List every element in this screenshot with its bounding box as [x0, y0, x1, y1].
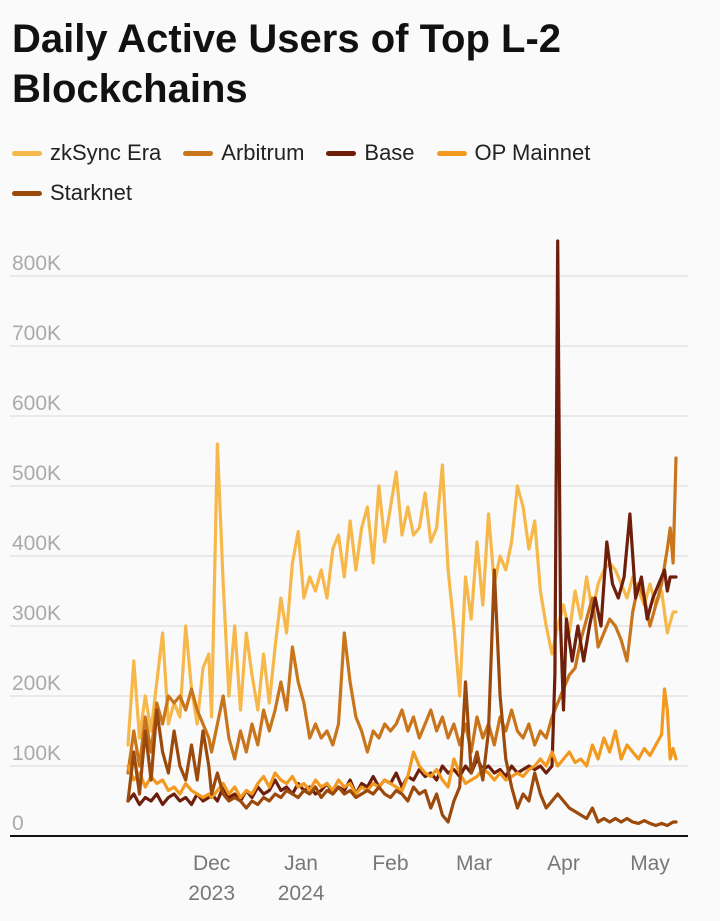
y-tick-label: 500K	[12, 462, 61, 485]
y-tick-label: 200K	[12, 672, 61, 695]
y-tick-label: 300K	[12, 602, 61, 625]
legend-swatch	[326, 150, 357, 156]
legend-label: OP Mainnet	[474, 140, 591, 165]
x-tick-label: Mar	[456, 852, 492, 875]
series-line-arbitrum	[126, 456, 678, 775]
x-tick-year-label: 2023	[188, 882, 235, 905]
x-tick-label: Feb	[372, 852, 408, 875]
x-tick-label: May	[630, 852, 670, 875]
y-tick-label: 100K	[12, 742, 61, 765]
legend-item: Arbitrum	[183, 140, 304, 166]
legend-label: zkSync Era	[50, 140, 162, 165]
y-axis-ticks: 0 100K 200K 300K 400K 500K 600K 700K 800K	[12, 252, 61, 835]
series-line-zksync-era	[126, 442, 678, 747]
legend-swatch	[183, 150, 214, 156]
series-line-base	[126, 239, 678, 807]
legend-item: Starknet	[12, 180, 132, 206]
legend-item: Base	[326, 140, 415, 166]
x-tick-label: Dec	[193, 852, 230, 875]
x-tick-year-label: 2024	[278, 882, 325, 905]
legend-item: zkSync Era	[12, 140, 161, 166]
legend-swatch	[436, 150, 467, 156]
legend-label: Starknet	[50, 180, 132, 205]
legend-label: Arbitrum	[221, 140, 305, 165]
grid-lines	[10, 275, 688, 767]
series-line-starknet	[126, 568, 678, 828]
legend-label: Base	[364, 140, 415, 165]
legend-swatch	[12, 190, 42, 196]
y-tick-label: 700K	[12, 322, 61, 345]
legend-item: OP Mainnet	[436, 140, 591, 166]
chart-legend: zkSync Era Arbitrum Base OP Mainnet Starknet	[12, 140, 712, 206]
x-tick-label: Apr	[547, 852, 580, 875]
y-tick-label: 0	[12, 812, 24, 835]
x-tick-label: Jan	[284, 852, 318, 875]
series-lines	[126, 239, 678, 828]
legend-swatch	[12, 150, 42, 156]
y-tick-label: 400K	[12, 532, 61, 555]
x-axis: Dec 2023 Jan 2024 Feb Mar Apr May	[10, 835, 688, 905]
chart-title: Daily Active Users of Top L-2 Blockchain…	[12, 17, 562, 111]
series-line-op-mainnet	[126, 687, 678, 800]
y-tick-label: 800K	[12, 252, 61, 275]
y-tick-label: 600K	[12, 392, 61, 415]
